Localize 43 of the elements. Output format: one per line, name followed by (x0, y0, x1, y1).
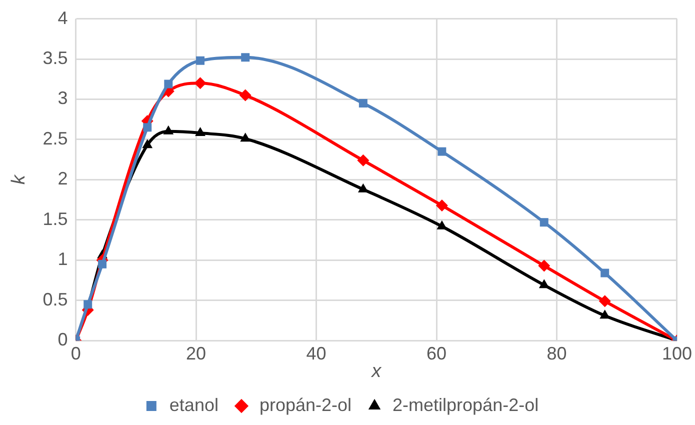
x-tick-label: 20 (186, 343, 206, 364)
point (195, 127, 206, 136)
point (143, 123, 152, 132)
point (436, 220, 448, 230)
y-tick-label: 1 (58, 249, 68, 270)
point (600, 310, 610, 319)
point (540, 218, 548, 227)
x-tick-label: 40 (306, 343, 326, 364)
y-tick-label: 2 (58, 168, 68, 189)
x-tick-label: 100 (662, 343, 692, 364)
y-tick-label: 2.5 (42, 128, 68, 148)
point (538, 260, 550, 272)
y-tick-label: 1.5 (42, 208, 68, 229)
point (241, 53, 250, 62)
point (142, 139, 153, 148)
x-tick-label: 60 (426, 343, 447, 364)
legend-label: 2-metilpropán-2-ol (392, 394, 539, 415)
point (163, 125, 174, 134)
y-tick-label: 0 (58, 330, 68, 350)
point (358, 183, 368, 192)
point (240, 132, 251, 142)
y-tick-label: 3 (58, 88, 68, 108)
point (438, 147, 446, 156)
point (194, 77, 206, 90)
point (436, 199, 448, 212)
point (538, 279, 550, 288)
x-axis-title: x (370, 360, 383, 382)
point (598, 295, 611, 308)
point (357, 154, 370, 166)
point (358, 99, 368, 108)
point (600, 268, 610, 278)
point (98, 260, 107, 268)
y-axis-title: k (8, 173, 30, 184)
legend-label: propán-2-ol (259, 394, 352, 415)
x-tick-label: 0 (70, 343, 81, 364)
y-tick-label: 3.5 (42, 48, 68, 68)
legend-label: etanol (169, 394, 218, 415)
point (196, 56, 205, 65)
point (164, 80, 173, 88)
y-tick-label: 0.5 (42, 289, 68, 310)
x-tick-label: 80 (546, 343, 567, 364)
point (239, 89, 252, 102)
y-tick-label: 4 (58, 8, 68, 28)
